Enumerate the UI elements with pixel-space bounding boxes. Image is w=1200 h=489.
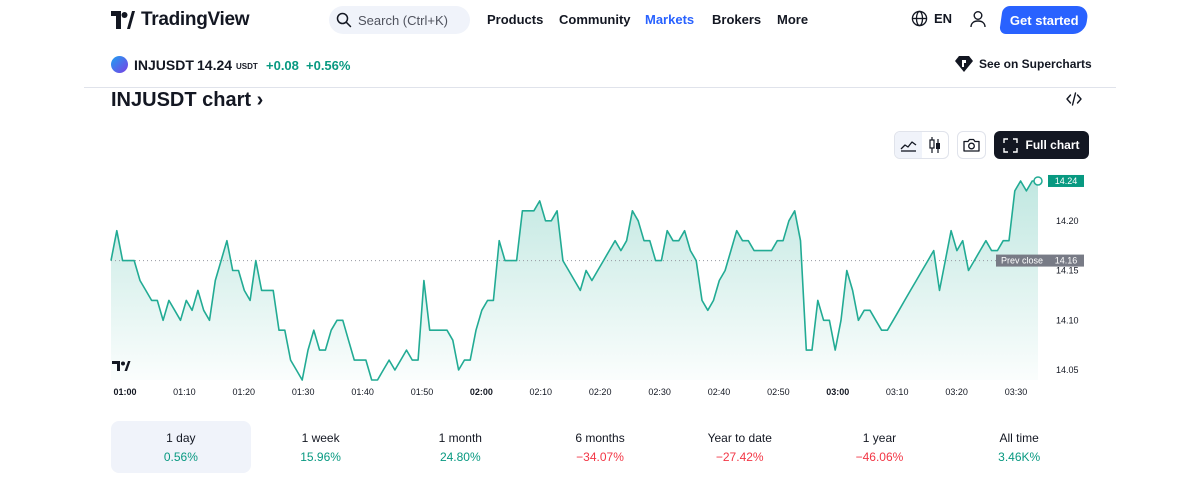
candlestick-icon: [929, 137, 940, 153]
period-label: 1 month: [438, 430, 482, 445]
period-change-value: 0.56%: [163, 449, 198, 464]
last-price: 14.24: [197, 57, 233, 73]
prev-close-value-label: 14.16: [1055, 256, 1078, 266]
see-on-supercharts-link[interactable]: See on Supercharts: [955, 56, 1092, 72]
period-tab-1-month[interactable]: 1 month 24.80%: [390, 421, 530, 473]
period-label: 1 day: [166, 430, 196, 445]
chart-style-toggle: [894, 131, 949, 159]
full-chart-button[interactable]: Full chart: [994, 131, 1089, 159]
search-icon: [336, 12, 352, 28]
chevron-right-icon: ›: [251, 89, 264, 111]
period-tab-1-day[interactable]: 1 day 0.56%: [111, 421, 251, 473]
language-selector[interactable]: EN: [911, 10, 952, 27]
x-tick-label: 01:10: [173, 387, 196, 397]
x-tick-label: 03:20: [945, 387, 968, 397]
nav-more[interactable]: More: [777, 12, 809, 27]
prev-close-value-tag: [1048, 254, 1084, 267]
period-change-value: 15.96%: [300, 449, 341, 464]
period-label: 1 year: [862, 430, 897, 445]
x-tick-label: 03:00: [826, 387, 849, 397]
period-tab-6-months[interactable]: 6 months −34.07%: [530, 421, 670, 473]
period-change-value: −46.06%: [855, 449, 904, 464]
x-tick-label: 02:40: [708, 387, 731, 397]
y-tick-label: 14.15: [1056, 266, 1079, 276]
nav-markets[interactable]: Markets: [645, 12, 695, 27]
language-label: EN: [934, 11, 953, 26]
price-change: +0.08: [266, 58, 299, 73]
top-navigation: TradingView Products Community Markets B…: [0, 0, 1200, 40]
nav-community[interactable]: Community: [559, 12, 631, 27]
x-tick-label: 02:30: [648, 387, 671, 397]
area-chart-icon: [900, 140, 917, 152]
period-change-value: −27.42%: [715, 449, 764, 464]
prev-close-tag-label: Prev close: [1001, 256, 1043, 266]
period-tab-1-week[interactable]: 1 week 15.96%: [251, 421, 391, 473]
area-style-button[interactable]: [895, 132, 922, 158]
price-line: [110, 180, 1038, 381]
period-tab-all-time[interactable]: All time 3.46K%: [949, 421, 1089, 473]
y-tick-label: 14.10: [1056, 315, 1079, 325]
x-tick-label: 01:30: [292, 387, 315, 397]
last-price-tag-label: 14.24: [1055, 176, 1078, 186]
period-change-value: −34.07%: [576, 449, 624, 464]
chart-title-link[interactable]: INJUSDT chart ›: [111, 89, 263, 112]
search-box[interactable]: [329, 6, 470, 34]
prev-close-tag: [996, 254, 1048, 267]
price-currency: USDT: [236, 62, 258, 71]
period-change-value: 24.80%: [439, 449, 481, 464]
user-icon: [970, 11, 986, 28]
nav-brokers[interactable]: Brokers: [712, 12, 762, 27]
camera-icon: [963, 138, 980, 152]
nav-products[interactable]: Products: [487, 12, 544, 27]
search-input[interactable]: [358, 12, 458, 28]
symbol-name[interactable]: INJUSDT: [134, 57, 194, 73]
brand-name: TradingView: [141, 9, 250, 30]
x-tick-label: 01:20: [233, 387, 256, 397]
price-chart[interactable]: 01:00 01:10 01:20 01:30 01:40 01:50 02:00 02:10…: [0, 0, 1200, 420]
full-chart-label: Full chart: [1025, 138, 1080, 152]
x-tick-label: 01:50: [411, 387, 434, 397]
period-label: 1 week: [301, 430, 340, 445]
candle-style-button[interactable]: [922, 132, 949, 158]
user-menu-button[interactable]: [969, 10, 987, 33]
x-tick-label: 01:00: [113, 387, 136, 397]
tradingview-logo[interactable]: TradingView: [111, 9, 250, 31]
code-icon: [1066, 92, 1082, 106]
x-tick-label: 03:30: [1005, 387, 1028, 397]
tradingview-logo-icon: [111, 11, 135, 29]
y-tick-label: 14.20: [1056, 216, 1079, 226]
period-tab-1-year[interactable]: 1 year −46.06%: [810, 421, 950, 473]
x-tick-label: 03:10: [886, 387, 909, 397]
y-tick-label: 14.05: [1056, 365, 1079, 375]
period-label: Year to date: [707, 430, 772, 445]
globe-icon: [911, 10, 928, 27]
x-tick-label: 01:40: [351, 387, 374, 397]
injective-coin-icon: [111, 56, 128, 73]
period-change-value: 3.46K%: [998, 449, 1041, 464]
period-label: 6 months: [575, 430, 625, 445]
supercharts-icon: [955, 56, 973, 72]
screenshot-button[interactable]: [957, 131, 986, 159]
period-tabs: 1 day 0.56% 1 week 15.96% 1 month 24.80% 6 mon…: [111, 421, 1089, 473]
price-change-percent: +0.56%: [306, 58, 351, 73]
chart-title: INJUSDT chart: [111, 89, 252, 111]
last-price-tag: [1048, 174, 1084, 187]
chart-watermark-logo: [112, 361, 131, 371]
fullscreen-icon: [1003, 137, 1019, 153]
x-tick-label: 02:10: [530, 387, 553, 397]
header-divider: [84, 87, 1116, 88]
supercharts-label: See on Supercharts: [979, 57, 1092, 71]
period-tab-year-to-date[interactable]: Year to date −27.42%: [670, 421, 810, 473]
x-tick-label: 02:20: [589, 387, 612, 397]
last-price-dot: [1033, 176, 1043, 186]
x-tick-label: 02:50: [767, 387, 790, 397]
embed-code-button[interactable]: [1066, 92, 1082, 111]
period-label: All time: [999, 430, 1039, 445]
x-tick-label: 02:00: [470, 387, 493, 397]
